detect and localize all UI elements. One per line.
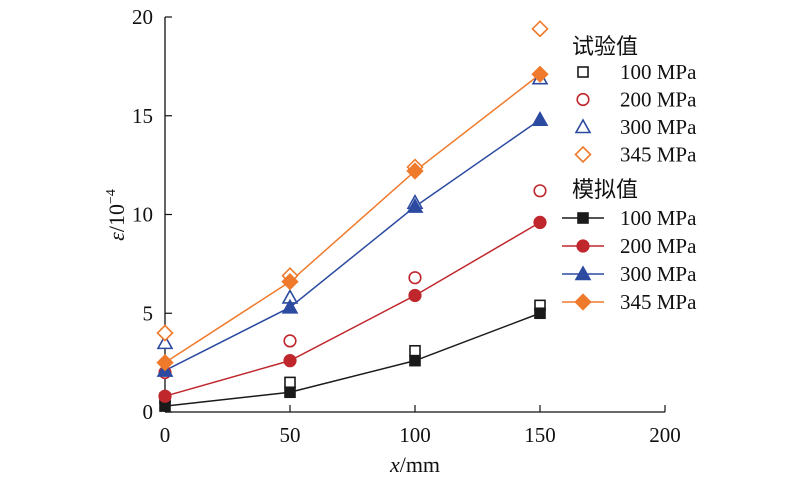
legend-sim-label: 200 MPa bbox=[620, 234, 697, 258]
legend-test-label: 345 MPa bbox=[620, 143, 697, 167]
sim-markers bbox=[156, 65, 549, 412]
test-data-point bbox=[533, 184, 547, 198]
sim-lines bbox=[164, 73, 541, 407]
sim-data-point bbox=[281, 298, 299, 314]
sim-data-point bbox=[406, 162, 424, 180]
legend-sim-marker bbox=[576, 239, 590, 253]
y-axis-label-var: ε bbox=[104, 232, 129, 241]
test-data-point bbox=[283, 334, 297, 348]
legend-group-sim-title: 模拟值 bbox=[572, 178, 638, 203]
legend-sim-marker bbox=[577, 212, 589, 224]
y-ticks: 0 5 10 15 20 bbox=[132, 5, 172, 424]
test-markers bbox=[156, 20, 549, 404]
sim-series-line bbox=[164, 73, 541, 364]
x-tick-label: 50 bbox=[280, 423, 301, 447]
legend-sim-marker bbox=[574, 293, 592, 311]
y-tick-label: 20 bbox=[132, 5, 153, 29]
legend-test-marker bbox=[577, 66, 589, 78]
legend-sim-label: 345 MPa bbox=[620, 290, 697, 314]
x-tick-label: 200 bbox=[649, 423, 681, 447]
legend-test-marker bbox=[576, 92, 590, 107]
x-axis-label-unit: /mm bbox=[400, 452, 440, 477]
y-axis-label-exponent: −4 bbox=[104, 189, 119, 204]
y-tick-label: 10 bbox=[132, 203, 153, 227]
sim-data-point bbox=[531, 65, 549, 83]
legend-test-marker bbox=[574, 145, 592, 164]
test-data-point bbox=[408, 271, 422, 285]
sim-data-point bbox=[158, 389, 172, 403]
sim-series-line bbox=[164, 221, 541, 397]
sim-data-point bbox=[406, 197, 424, 213]
y-tick-label: 5 bbox=[143, 301, 154, 325]
sim-data-point bbox=[281, 273, 299, 291]
x-axis-label-var: x bbox=[389, 452, 400, 477]
sim-data-point bbox=[531, 111, 549, 126]
y-axis-label: ε/10−4 bbox=[104, 189, 129, 241]
legend-group-test-title: 试验值 bbox=[572, 35, 638, 60]
legend-sim-marker bbox=[574, 265, 592, 281]
y-axis-label-unit: /10 bbox=[104, 204, 129, 232]
sim-data-point bbox=[408, 288, 422, 303]
y-tick-label: 15 bbox=[132, 104, 153, 128]
legend-sim-entries: 100 MPa 200 MPa 300 MPa 345 MPa bbox=[562, 206, 697, 314]
y-tick-label: 0 bbox=[143, 400, 154, 424]
x-axis-label: x/mm bbox=[389, 452, 440, 477]
legend-sim-label: 100 MPa bbox=[620, 206, 697, 230]
legend-test-label: 300 MPa bbox=[620, 115, 697, 139]
test-data-point bbox=[531, 20, 549, 38]
test-data-point bbox=[284, 376, 296, 389]
legend-test-entries: 100 MPa 200 MPa 300 MPa 345 MPa bbox=[574, 60, 697, 167]
legend-sim-label: 300 MPa bbox=[620, 262, 697, 286]
legend-test-label: 200 MPa bbox=[620, 88, 697, 112]
sim-data-point bbox=[284, 386, 296, 399]
x-ticks: 0 50 100 150 200 bbox=[160, 405, 681, 447]
x-tick-label: 0 bbox=[160, 423, 171, 447]
legend-test-marker bbox=[574, 118, 592, 134]
sim-data-point bbox=[283, 354, 297, 368]
test-data-point bbox=[409, 344, 421, 357]
sim-data-point bbox=[156, 353, 174, 372]
test-data-point bbox=[156, 324, 174, 342]
sim-data-point bbox=[534, 307, 546, 320]
x-tick-label: 150 bbox=[524, 423, 556, 447]
sim-data-point bbox=[533, 215, 547, 229]
test-data-point bbox=[156, 334, 174, 350]
sim-series-line bbox=[164, 119, 541, 372]
x-tick-label: 100 bbox=[399, 423, 431, 447]
sim-series-line bbox=[164, 312, 541, 407]
legend-test-label: 100 MPa bbox=[620, 60, 697, 84]
legend: 试验值 100 MPa 200 MPa 300 MPa 345 MPa 模拟值 100… bbox=[562, 35, 697, 314]
sim-data-point bbox=[409, 354, 421, 367]
